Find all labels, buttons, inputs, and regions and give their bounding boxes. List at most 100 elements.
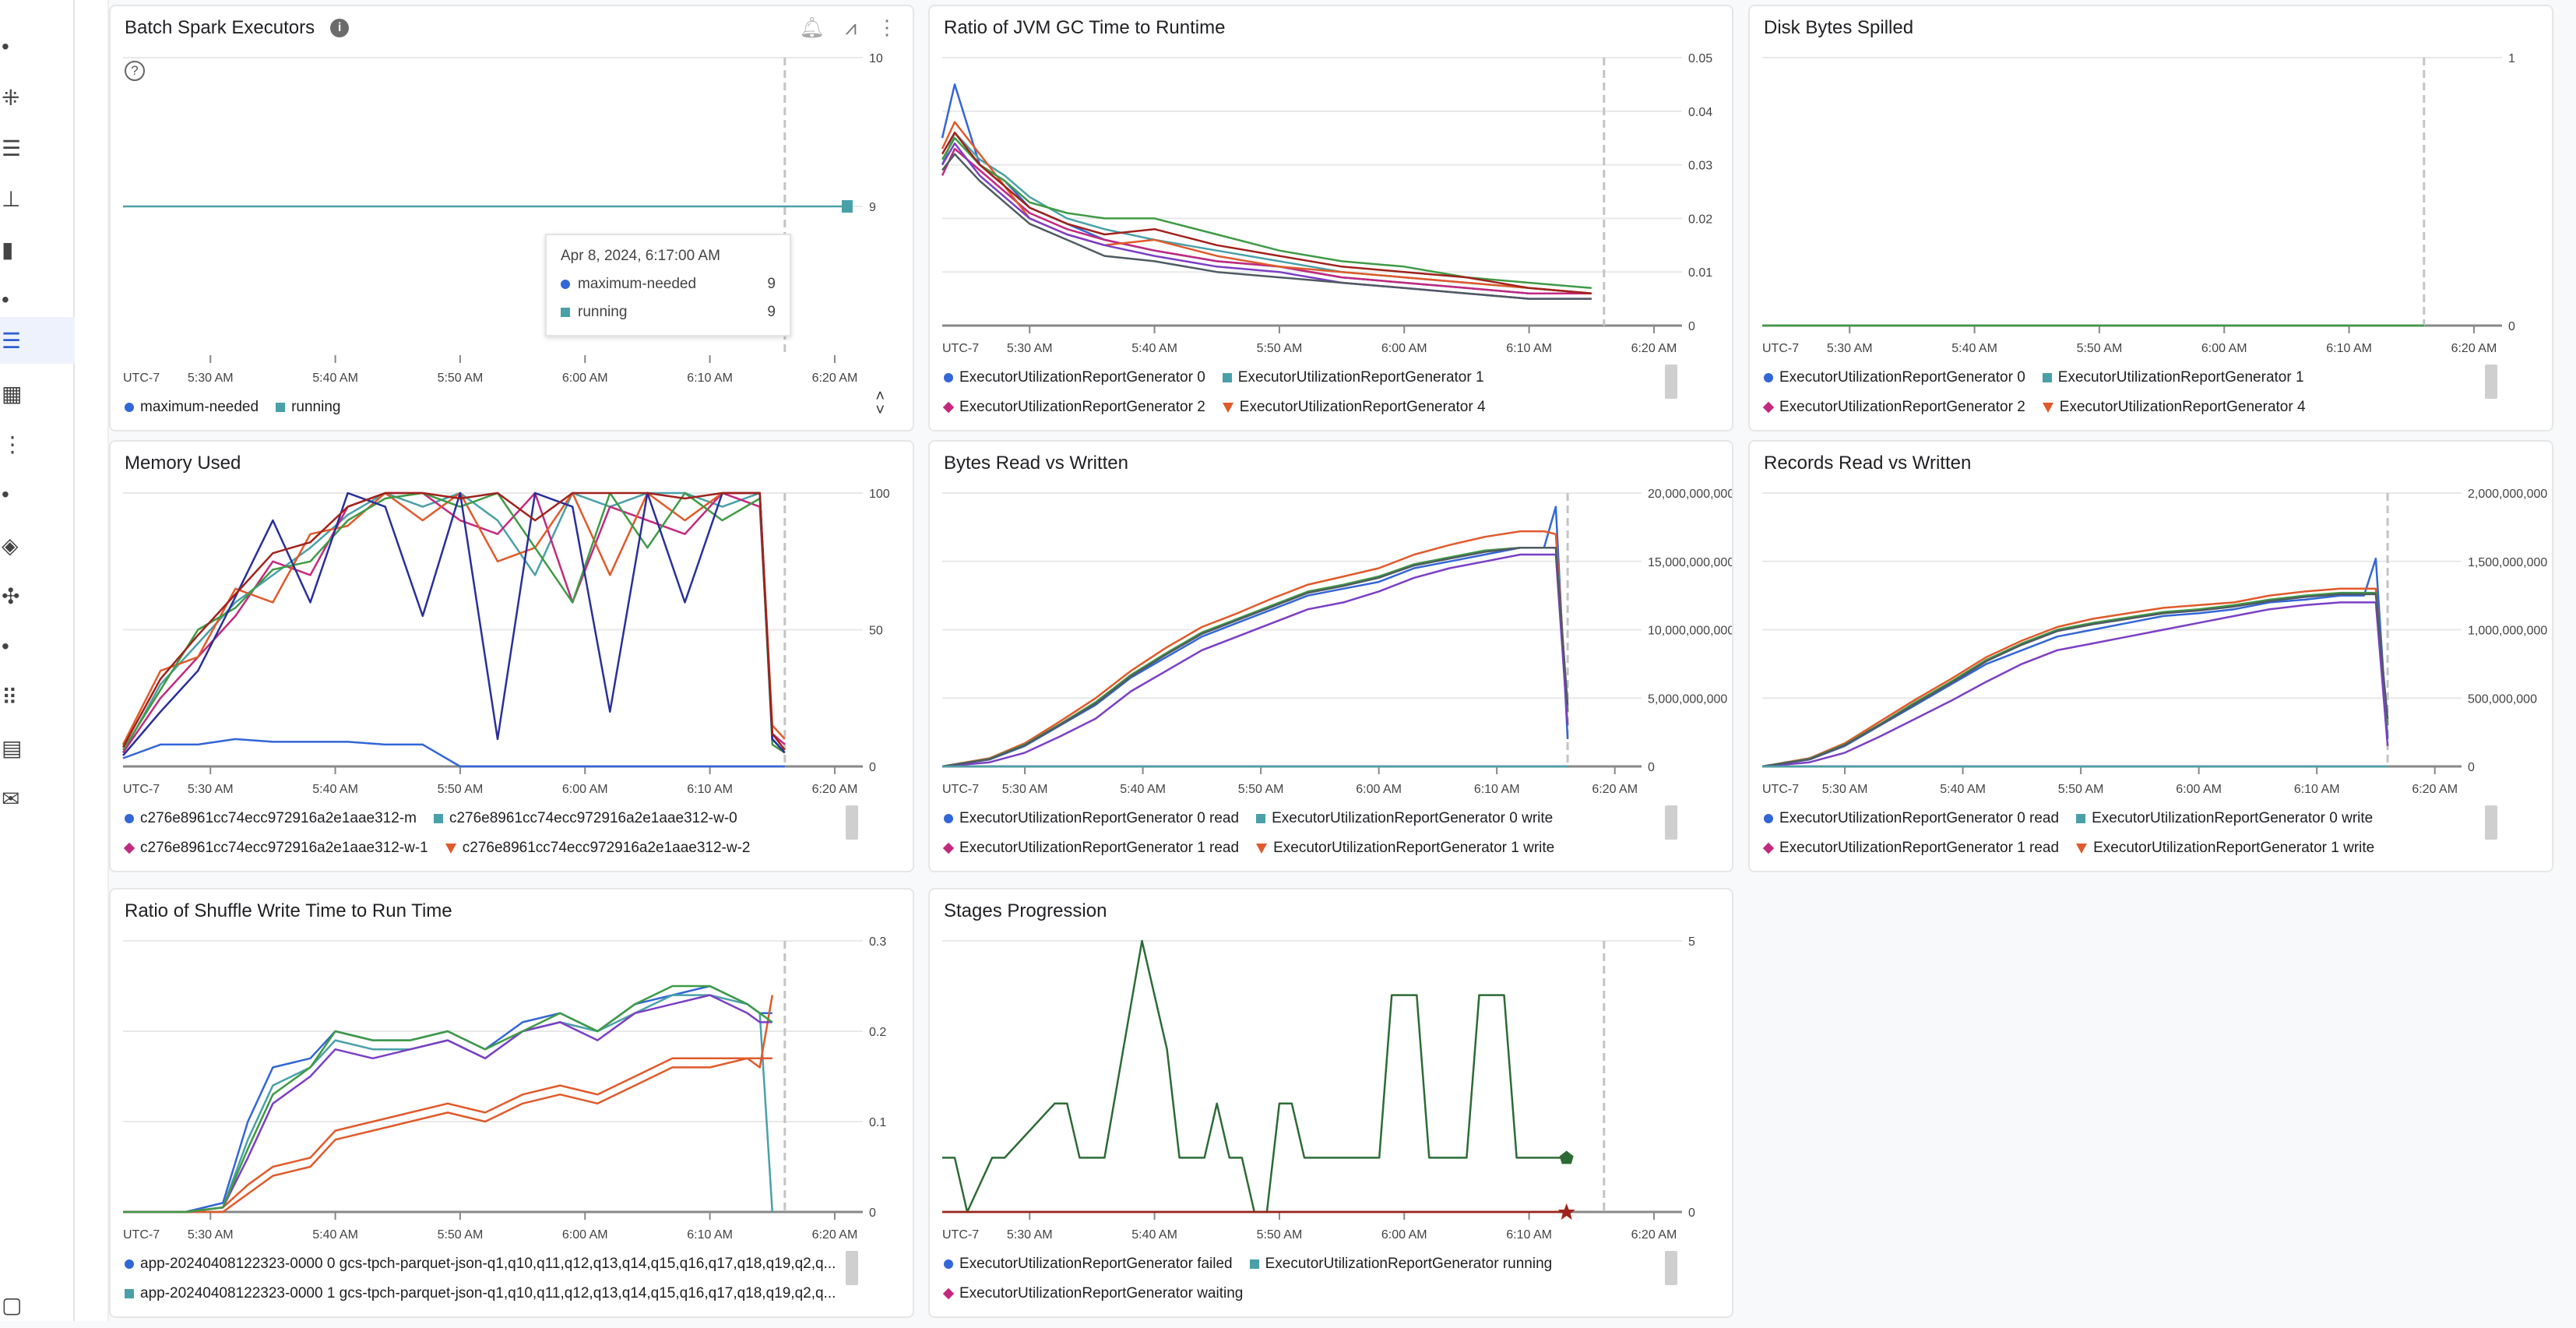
chart-plot[interactable]: 0.3 0.2 0.1 0 UTC-7 5:30 AM 5:40 AM 5:50 AM 6:00… xyxy=(111,933,913,1246)
timezone-label: UTC-7 xyxy=(123,783,160,796)
help-icon[interactable]: ? xyxy=(125,61,145,81)
legend-scrollbar[interactable] xyxy=(1665,805,1677,840)
legend-scrollbar[interactable] xyxy=(2485,805,2497,840)
sidebar-item-dot[interactable]: • xyxy=(0,623,75,670)
legend-item[interactable]: ExecutorUtilizationReportGenerator 4 xyxy=(2042,399,2306,416)
legend-item[interactable]: ExecutorUtilizationReportGenerator 0 xyxy=(1764,369,2025,386)
sidebar: • ⁜ ☰ ⊥ ▮ • ☰ ▦ ⋮ • ◈ ✣ • ⠿ ▤ ✉ ▢ xyxy=(0,0,75,1321)
sidebar-item-dashboard[interactable]: ▦ xyxy=(0,370,75,417)
legend-item[interactable]: ExecutorUtilizationReportGenerator 4 xyxy=(1222,399,1486,416)
legend-scrollbar[interactable] xyxy=(846,1251,858,1285)
sidebar-item-notes[interactable]: ▢ xyxy=(0,1281,75,1328)
chart-plot[interactable]: 20,000,000,000 15,000,000,000 10,000,000,0… xyxy=(930,485,1732,801)
legend-label: running xyxy=(291,399,341,415)
x-tick-label: 6:10 AM xyxy=(1474,783,1520,796)
legend-scrollbar[interactable] xyxy=(846,805,858,840)
y-tick-label: 100 xyxy=(869,488,890,501)
sidebar-item-hub[interactable]: ⁜ xyxy=(0,74,75,121)
dropbox-icon: ◈ xyxy=(2,533,19,558)
triangle-icon xyxy=(2076,843,2088,854)
dot-icon: • xyxy=(2,482,9,506)
x-tick-label: 6:00 AM xyxy=(562,372,608,385)
x-tick-label: 5:30 AM xyxy=(1822,783,1868,796)
legend-item[interactable]: ExecutorUtilizationReportGenerator 1 rea… xyxy=(1762,840,2059,857)
legend-item[interactable]: c276e8961cc74ecc972916a2e1aae312-m xyxy=(125,810,417,827)
legend-item[interactable]: ExecutorUtilizationReportGenerator 2 xyxy=(1762,399,2025,416)
legend-item[interactable]: ExecutorUtilizationReportGenerator faile… xyxy=(944,1256,1233,1273)
legend-row: ExecutorUtilizationReportGenerator 2 Exec… xyxy=(942,393,1718,422)
explore-icon[interactable]: ⩘ xyxy=(845,16,857,39)
legend-item[interactable]: app-20240408122323-0000 0 gcs-tpch-parqu… xyxy=(125,1256,836,1273)
triangle-icon xyxy=(2042,402,2053,413)
legend-item[interactable]: ExecutorUtilizationReportGenerator 1 wri… xyxy=(1256,840,1554,857)
legend-item[interactable]: running xyxy=(276,399,340,416)
y-tick-label: 0.04 xyxy=(1688,106,1712,119)
legend-item[interactable]: ExecutorUtilizationReportGenerator runni… xyxy=(1249,1256,1552,1273)
sidebar-item-table[interactable]: ▤ xyxy=(0,724,75,771)
legend-item[interactable]: ExecutorUtilizationReportGenerator 0 rea… xyxy=(944,810,1239,827)
chart-svg: 100 50 0 UTC-7 5:30 AM 5:40 AM 5:50 AM 6:00 AM 6… xyxy=(121,488,890,796)
legend-item[interactable]: c276e8961cc74ecc972916a2e1aae312-w-0 xyxy=(433,810,737,827)
legend-item[interactable]: ExecutorUtilizationReportGenerator waiti… xyxy=(942,1285,1243,1302)
legend-row: ExecutorUtilizationReportGenerator waiti… xyxy=(942,1279,1718,1309)
legend-item[interactable]: ExecutorUtilizationReportGenerator 1 wri… xyxy=(2076,840,2374,857)
sidebar-item-hierarchy[interactable]: ⊥ xyxy=(0,175,75,222)
series-line xyxy=(941,153,1592,300)
legend-item[interactable]: ExecutorUtilizationReportGenerator 1 rea… xyxy=(942,840,1239,857)
legend-item[interactable]: app-20240408122323-0000 1 gcs-tpch-parqu… xyxy=(125,1285,836,1302)
legend-label: ExecutorUtilizationReportGenerator 0 wri… xyxy=(2092,810,2374,826)
sidebar-item-dot[interactable]: • xyxy=(0,23,75,70)
legend-item[interactable]: ExecutorUtilizationReportGenerator 2 xyxy=(942,399,1205,416)
chart-svg: 0.05 0.04 0.03 0.02 0.01 0 UTC-7 5:30 AM 5:40 AM… xyxy=(941,52,1712,355)
sidebar-item-network[interactable]: ✣ xyxy=(0,572,75,619)
chart-plot[interactable]: 2,000,000,000 1,500,000,000 1,000,000,000 5… xyxy=(1750,485,2552,801)
alert-bell-icon[interactable]: 🔔︎ xyxy=(799,16,825,39)
expand-collapse-icon[interactable]: ˄ ˅ xyxy=(875,388,885,419)
chart-plot[interactable]: 5 0 UTC-7 5:30 AM 5:40 AM 5:50 AM 6:00 AM 6:10 … xyxy=(930,933,1732,1246)
legend-item[interactable]: ExecutorUtilizationReportGenerator 1 xyxy=(1222,369,1484,386)
sidebar-item-dot[interactable]: • xyxy=(0,471,75,518)
sidebar-item-list[interactable]: ☰ xyxy=(0,125,75,171)
sidebar-item-apps[interactable]: ⠿ xyxy=(0,674,75,720)
sidebar-item-list[interactable]: ☰ xyxy=(0,317,75,364)
legend-item[interactable]: ExecutorUtilizationReportGenerator 0 rea… xyxy=(1764,810,2059,827)
chart-legend: ExecutorUtilizationReportGenerator faile… xyxy=(930,1246,1732,1316)
square-icon xyxy=(561,308,570,317)
sidebar-item-dropbox[interactable]: ◈ xyxy=(0,522,75,569)
tooltip-label: running xyxy=(578,304,628,320)
chart-plot[interactable]: 1 0 UTC-7 5:30 AM 5:40 AM 5:50 AM 6:00 AM 6:10 … xyxy=(1750,50,2552,360)
chart-title: Ratio of Shuffle Write Time to Run Time xyxy=(125,900,452,921)
sidebar-item-bar-chart[interactable]: ▮ xyxy=(0,226,75,273)
info-icon[interactable]: i xyxy=(330,19,350,37)
x-tick-label: 6:10 AM xyxy=(1506,342,1552,355)
legend-item[interactable]: ExecutorUtilizationReportGenerator 0 wri… xyxy=(2076,810,2373,827)
chart-plot[interactable]: 10 9 UTC-7 5:30 AM 5:40 AM 5:50 AM 6:00 AM 6:10… xyxy=(111,50,913,389)
series-line xyxy=(1761,593,2389,768)
legend-item[interactable]: ExecutorUtilizationReportGenerator 1 xyxy=(2042,369,2304,386)
diamond-icon xyxy=(942,1287,955,1300)
legend-item[interactable]: ExecutorUtilizationReportGenerator 0 xyxy=(944,369,1205,386)
chart-panel-records: Records Read vs Written 2,000,000,000 1,50… xyxy=(1748,440,2553,872)
series-line xyxy=(122,491,786,756)
legend-item[interactable]: c276e8961cc74ecc972916a2e1aae312-w-2 xyxy=(445,840,751,857)
legend-scrollbar[interactable] xyxy=(1665,365,1677,399)
more-vert-icon[interactable]: ⋮ xyxy=(877,16,897,39)
sidebar-item-envelope[interactable]: ✉ xyxy=(0,775,75,822)
tooltip-time: Apr 8, 2024, 6:17:00 AM xyxy=(561,248,720,264)
legend-scrollbar[interactable] xyxy=(1665,1251,1677,1285)
legend-item[interactable]: ExecutorUtilizationReportGenerator 0 wri… xyxy=(1256,810,1553,827)
legend-scrollbar[interactable] xyxy=(2485,365,2497,399)
chart-plot[interactable]: 0.05 0.04 0.03 0.02 0.01 0 UTC-7 5:30 AM 5:40 AM… xyxy=(930,50,1732,360)
legend-item[interactable]: maximum-needed xyxy=(125,399,259,416)
legend-item[interactable]: c276e8961cc74ecc972916a2e1aae312-w-1 xyxy=(123,840,428,857)
sidebar-item-tree[interactable]: ⋮ xyxy=(0,421,75,467)
series-line xyxy=(121,491,786,745)
sidebar-item-dot[interactable]: • xyxy=(0,277,75,323)
triangle-icon xyxy=(1256,843,1268,854)
y-tick-label: 0 xyxy=(2508,320,2515,333)
x-tick-label: 5:30 AM xyxy=(1007,342,1053,355)
y-tick-label: 5 xyxy=(1688,935,1695,949)
chart-title: Stages Progression xyxy=(944,900,1107,921)
chart-plot[interactable]: 100 50 0 UTC-7 5:30 AM 5:40 AM 5:50 AM 6:00 AM 6… xyxy=(111,485,913,801)
square-icon xyxy=(2042,373,2052,382)
